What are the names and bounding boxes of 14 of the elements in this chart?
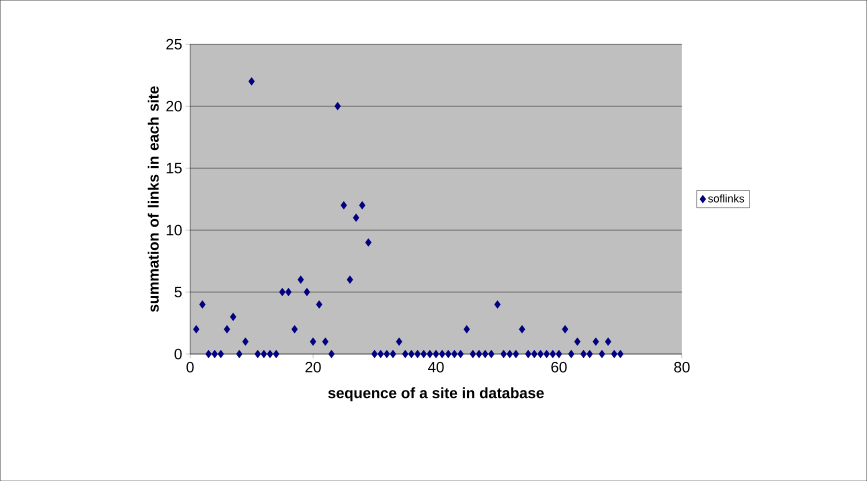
y-tick-label: 5: [174, 286, 182, 298]
y-tick-label: 10: [166, 224, 182, 236]
x-tick-label: 80: [674, 362, 690, 372]
y-axis-title: summation of links in each site: [148, 86, 159, 312]
legend-label: soflinks: [708, 194, 744, 202]
y-tick-label: 0: [174, 348, 182, 360]
y-tick-label: 20: [166, 100, 182, 112]
y-tick-label: 25: [166, 38, 182, 50]
x-tick-label: 40: [428, 362, 444, 372]
x-tick-label: 60: [551, 362, 567, 372]
x-tick-label: 20: [305, 362, 321, 372]
x-axis-title: sequence of a site in database: [328, 387, 544, 402]
y-tick-label: 15: [166, 162, 182, 174]
x-tick-label: 0: [186, 362, 194, 372]
